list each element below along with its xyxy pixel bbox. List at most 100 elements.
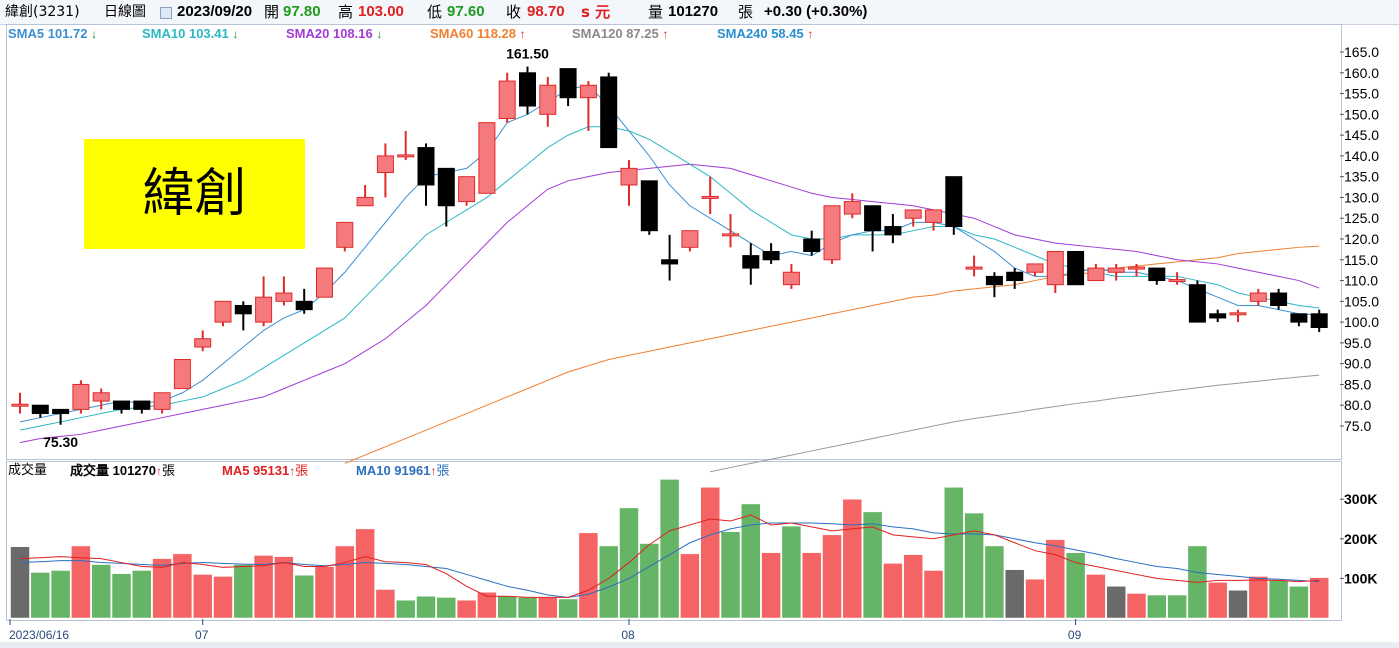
volume-bar bbox=[314, 566, 335, 619]
candle-body bbox=[173, 359, 191, 390]
low-value: 97.60 bbox=[447, 3, 485, 20]
candle-body bbox=[31, 404, 49, 415]
candle-body bbox=[620, 167, 638, 186]
price-tick-label: 140.0 bbox=[1344, 148, 1379, 164]
quote-header: 緯創(3231) 日線圖 2023/09/20 開 97.80 高 103.00… bbox=[0, 0, 1399, 25]
volume-bar bbox=[1126, 593, 1147, 619]
candle-body bbox=[336, 221, 354, 248]
volume-bar bbox=[1268, 580, 1289, 619]
price-tick-label: 145.0 bbox=[1344, 127, 1379, 143]
price-tick-label: 90.0 bbox=[1344, 356, 1371, 372]
price-tick-label: 85.0 bbox=[1344, 376, 1371, 392]
volume-tick-label: 200K bbox=[1344, 531, 1377, 547]
sma120-legend-text: SMA120 87.25 bbox=[572, 26, 659, 41]
candle-body bbox=[1270, 292, 1288, 306]
candle-body bbox=[965, 266, 983, 270]
candle-body bbox=[458, 176, 476, 203]
candle-body bbox=[1290, 313, 1308, 323]
volume-bar bbox=[1309, 577, 1329, 619]
sma20-line bbox=[19, 163, 1320, 444]
volume-bar bbox=[964, 512, 984, 619]
price-tick-label: 135.0 bbox=[1344, 169, 1379, 185]
volume-bar bbox=[233, 564, 254, 619]
volume-bar bbox=[1065, 552, 1086, 619]
candle-body bbox=[1249, 292, 1267, 302]
volume-bar bbox=[416, 595, 436, 619]
sma240-legend: SMA240 58.45 ↑ bbox=[717, 24, 813, 44]
candle-body bbox=[681, 230, 699, 248]
volume-bar bbox=[253, 555, 274, 619]
price-tick-label: 125.0 bbox=[1344, 210, 1379, 226]
candle-body bbox=[701, 195, 719, 199]
volume-bar bbox=[801, 552, 822, 619]
candle-body bbox=[945, 176, 963, 228]
volume-bar bbox=[274, 556, 294, 619]
period-label[interactable]: 日線圖 bbox=[104, 4, 146, 20]
candle-body bbox=[234, 304, 252, 315]
volume-bar bbox=[91, 564, 111, 619]
candle-body bbox=[864, 205, 882, 232]
volume-bar bbox=[781, 525, 802, 619]
chart-type-icon[interactable] bbox=[160, 7, 172, 19]
volume-bar bbox=[1025, 578, 1045, 619]
stock-name: 緯創(3231) bbox=[5, 4, 80, 20]
candle-body bbox=[782, 271, 800, 286]
volume-panel-frame bbox=[6, 461, 1342, 621]
candle-body bbox=[762, 250, 780, 261]
candle-body bbox=[478, 122, 496, 194]
candle-body bbox=[92, 392, 110, 402]
price-tick-label: 95.0 bbox=[1344, 335, 1371, 351]
volume-value: 101270 bbox=[668, 3, 719, 20]
vol-ma5-legend: MA5 95131↑張 bbox=[222, 462, 308, 480]
volume-unit: 張 bbox=[738, 3, 754, 21]
low-label: 低 bbox=[427, 3, 443, 21]
sma240-trend-icon: ↑ bbox=[807, 27, 814, 41]
volume-bar bbox=[30, 572, 51, 619]
volume-bar bbox=[741, 503, 761, 619]
candle-body bbox=[579, 84, 597, 99]
candle-body bbox=[376, 155, 394, 174]
candle-body bbox=[722, 233, 739, 237]
candle-body bbox=[904, 209, 922, 219]
volume-bar bbox=[862, 511, 883, 619]
volume-bar bbox=[10, 546, 30, 619]
sma60-line bbox=[344, 245, 1320, 464]
volume-label: 量 bbox=[648, 3, 664, 21]
price-tick-label: 165.0 bbox=[1344, 44, 1379, 60]
volume-bar bbox=[659, 479, 680, 619]
vol-ma10-trend-icon: ↑ bbox=[430, 464, 437, 478]
candle-body bbox=[437, 167, 455, 207]
candle-body bbox=[275, 292, 293, 302]
price-change: +0.30 (+0.30%) bbox=[764, 3, 868, 20]
sma240-legend-text: SMA240 58.45 bbox=[717, 26, 804, 41]
volume-bar bbox=[517, 597, 538, 619]
price-tick-label: 155.0 bbox=[1344, 86, 1379, 102]
candle-body bbox=[803, 238, 821, 252]
candle-body bbox=[1229, 312, 1247, 316]
candle-body bbox=[1067, 250, 1085, 286]
x-tick-label: 07 bbox=[195, 628, 209, 642]
volume-bar bbox=[944, 487, 964, 619]
bottom-scrollbar[interactable] bbox=[0, 642, 1399, 648]
sma10-legend: SMA10 103.41 ↓ bbox=[142, 24, 238, 44]
volume-bar bbox=[1207, 582, 1228, 619]
volume-bar bbox=[1248, 576, 1269, 619]
price-tick-label: 105.0 bbox=[1344, 293, 1379, 309]
candle-body bbox=[539, 84, 557, 115]
vol-ma5-legend-text: MA5 95131 bbox=[222, 463, 290, 478]
candle-body bbox=[153, 392, 171, 410]
high-value: 103.00 bbox=[358, 3, 404, 20]
sma120-line bbox=[710, 374, 1320, 473]
sma120-legend: SMA120 87.25 ↑ bbox=[572, 24, 668, 44]
open-value: 97.80 bbox=[283, 3, 321, 20]
candle-body bbox=[823, 205, 841, 261]
candle-body bbox=[1188, 284, 1206, 323]
price-unit: s 元 bbox=[581, 3, 611, 21]
volume-panel-title: 成交量 bbox=[8, 463, 48, 478]
vol-ma5-legend-unit: 張 bbox=[295, 463, 309, 478]
volume-bar bbox=[883, 563, 903, 619]
candle-body bbox=[11, 403, 29, 407]
candle-body bbox=[214, 300, 232, 323]
